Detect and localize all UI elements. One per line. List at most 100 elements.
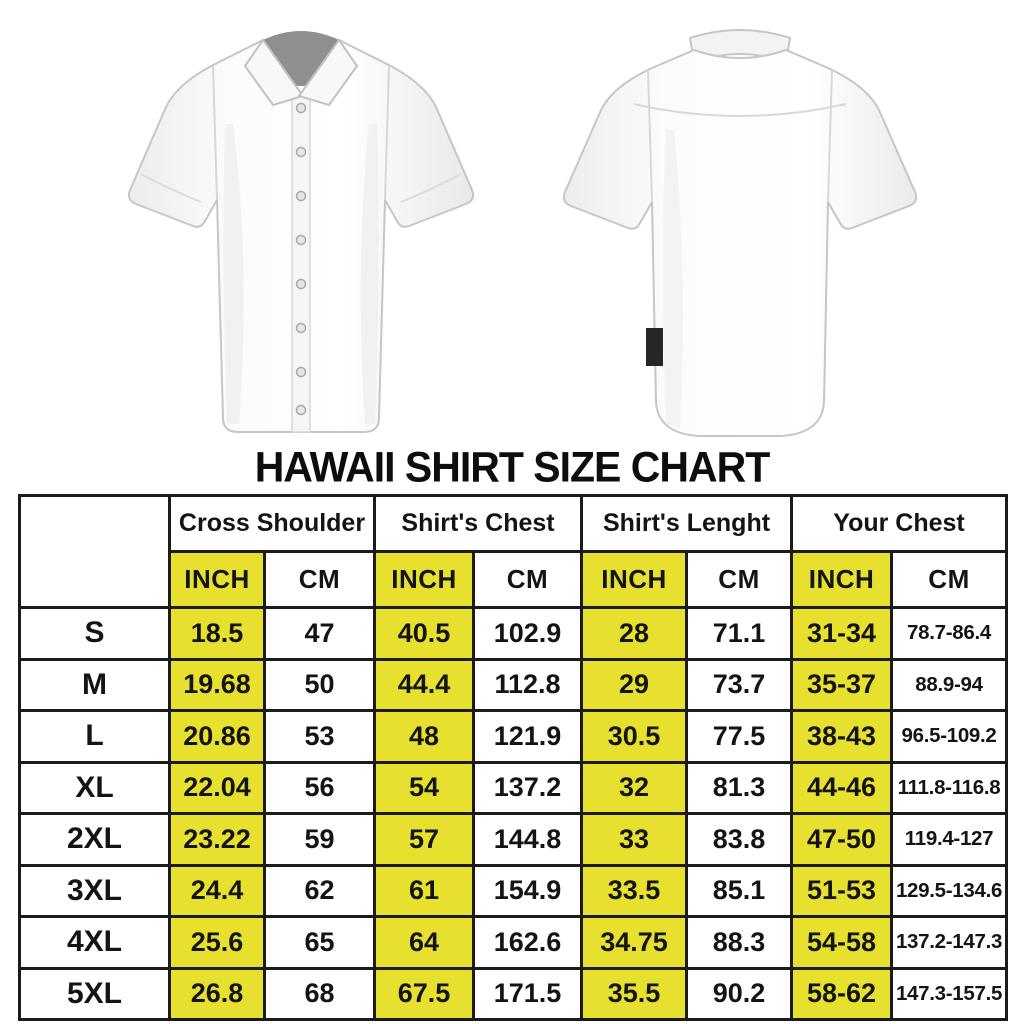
cm-range-cell: 78.7-86.4 xyxy=(890,606,1009,661)
sleeve-seam-right xyxy=(827,69,833,203)
corner-cell xyxy=(18,494,171,609)
unit-header-cm: CM xyxy=(890,550,1009,609)
cm-cell: 73.7 xyxy=(685,657,794,712)
inch-cell: 26.8 xyxy=(168,966,266,1021)
unit-header-cm: CM xyxy=(685,550,794,609)
size-cell: 4XL xyxy=(18,915,171,970)
inch-cell: 30.5 xyxy=(580,709,689,764)
inch-cell: 44.4 xyxy=(373,657,475,712)
inch-cell: 22.04 xyxy=(168,760,266,815)
size-cell: M xyxy=(18,657,171,712)
inch-cell: 67.5 xyxy=(373,966,475,1021)
size-cell: S xyxy=(18,606,171,661)
size-cell: 3XL xyxy=(18,863,171,918)
inch-cell: 25.6 xyxy=(168,915,266,970)
inch-cell: 20.86 xyxy=(168,709,266,764)
shirt-body xyxy=(562,48,918,437)
cm-cell: 71.1 xyxy=(685,606,794,661)
inch-cell: 19.68 xyxy=(168,657,266,712)
cm-cell: 162.6 xyxy=(471,915,584,970)
inch-cell: 58-62 xyxy=(790,966,894,1021)
cm-cell: 53 xyxy=(263,709,376,764)
inch-cell: 57 xyxy=(373,812,475,867)
inch-cell: 32 xyxy=(580,760,689,815)
inch-cell: 18.5 xyxy=(168,606,266,661)
inch-cell: 64 xyxy=(373,915,475,970)
size-chart-table: Cross Shoulder Shirt's Chest Shirt's Len… xyxy=(18,494,1009,1021)
cm-range-cell: 111.8-116.8 xyxy=(890,760,1009,815)
shirt-front-image xyxy=(127,31,475,433)
inch-cell: 61 xyxy=(373,863,475,918)
collar-right xyxy=(297,38,359,107)
unit-header-inch: INCH xyxy=(580,550,689,609)
inch-cell: 35.5 xyxy=(580,966,689,1021)
cm-cell: 56 xyxy=(263,760,376,815)
cm-cell: 137.2 xyxy=(471,760,584,815)
cm-cell: 65 xyxy=(263,915,376,970)
size-cell: XL xyxy=(18,760,171,815)
body-shadow-right xyxy=(360,124,379,424)
table-row-m: M 19.68 50 44.4 112.8 29 73.7 35-37 88.9… xyxy=(18,657,1009,712)
yoke-seam xyxy=(633,103,847,117)
sleeve-seam-left xyxy=(212,65,218,201)
inch-cell: 51-53 xyxy=(790,863,894,918)
cm-range-cell: 96.5-109.2 xyxy=(890,709,1009,764)
cm-cell: 102.9 xyxy=(471,606,584,661)
cm-cell: 59 xyxy=(263,812,376,867)
group-header-cross-shoulder: Cross Shoulder xyxy=(168,494,376,553)
unit-header-row: INCH CM INCH CM INCH CM INCH CM xyxy=(20,550,1009,609)
cm-range-cell: 147.3-157.5 xyxy=(890,966,1009,1021)
page-title: HAWAII SHIRT SIZE CHART xyxy=(254,442,771,492)
button-placket xyxy=(291,95,311,433)
inch-cell: 23.22 xyxy=(168,812,266,867)
unit-header-inch: INCH xyxy=(168,550,266,609)
cm-range-cell: 88.9-94 xyxy=(890,657,1009,712)
body-shadow xyxy=(223,124,244,424)
cm-cell: 90.2 xyxy=(685,966,794,1021)
group-header-shirts-chest: Shirt's Chest xyxy=(372,494,584,553)
cm-cell: 154.9 xyxy=(471,863,584,918)
sleeve-seam-left xyxy=(647,69,653,203)
inch-cell: 33 xyxy=(580,812,689,867)
inch-cell: 28 xyxy=(580,606,689,661)
size-cell: 5XL xyxy=(18,966,171,1021)
cuff-line-right xyxy=(400,173,462,203)
body-shadow xyxy=(663,130,683,428)
size-cell: L xyxy=(18,709,171,764)
group-header-row: Cross Shoulder Shirt's Chest Shirt's Len… xyxy=(18,494,1009,609)
inch-cell: 48 xyxy=(373,709,475,764)
sleeve-seam-right xyxy=(384,65,390,201)
inch-cell: 34.75 xyxy=(580,915,689,970)
unit-header-cm: CM xyxy=(263,550,376,609)
cm-cell: 62 xyxy=(263,863,376,918)
inch-cell: 33.5 xyxy=(580,863,689,918)
cm-cell: 88.3 xyxy=(685,915,794,970)
inch-cell: 47-50 xyxy=(790,812,894,867)
group-header-shirts-lenght: Shirt's Lenght xyxy=(580,494,794,553)
cm-cell: 81.3 xyxy=(685,760,794,815)
table-row-5xl: 5XL 26.8 68 67.5 171.5 35.5 90.2 58-62 1… xyxy=(18,966,1009,1021)
inch-cell: 44-46 xyxy=(790,760,894,815)
table-row-xl: XL 22.04 56 54 137.2 32 81.3 44-46 111.8… xyxy=(18,760,1009,815)
care-tag xyxy=(646,328,663,366)
shirt-buttons xyxy=(295,102,307,416)
inch-cell: 35-37 xyxy=(790,657,894,712)
table-row-4xl: 4XL 25.6 65 64 162.6 34.75 88.3 54-58 13… xyxy=(18,915,1009,970)
cm-range-cell: 119.4-127 xyxy=(890,812,1009,867)
table-row-l: L 20.86 53 48 121.9 30.5 77.5 38-43 96.5… xyxy=(18,709,1009,764)
inch-cell: 54 xyxy=(373,760,475,815)
inch-cell: 29 xyxy=(580,657,689,712)
cm-cell: 50 xyxy=(263,657,376,712)
cuff-line-left xyxy=(140,173,202,203)
inch-cell: 40.5 xyxy=(373,606,475,661)
cm-range-cell: 137.2-147.3 xyxy=(890,915,1009,970)
cm-cell: 77.5 xyxy=(685,709,794,764)
unit-header-cm: CM xyxy=(471,550,584,609)
cm-range-cell: 129.5-134.6 xyxy=(890,863,1009,918)
cm-cell: 68 xyxy=(263,966,376,1021)
cm-cell: 112.8 xyxy=(471,657,584,712)
cm-cell: 121.9 xyxy=(471,709,584,764)
unit-header-inch: INCH xyxy=(790,550,894,609)
cm-cell: 85.1 xyxy=(685,863,794,918)
cm-cell: 47 xyxy=(263,606,376,661)
